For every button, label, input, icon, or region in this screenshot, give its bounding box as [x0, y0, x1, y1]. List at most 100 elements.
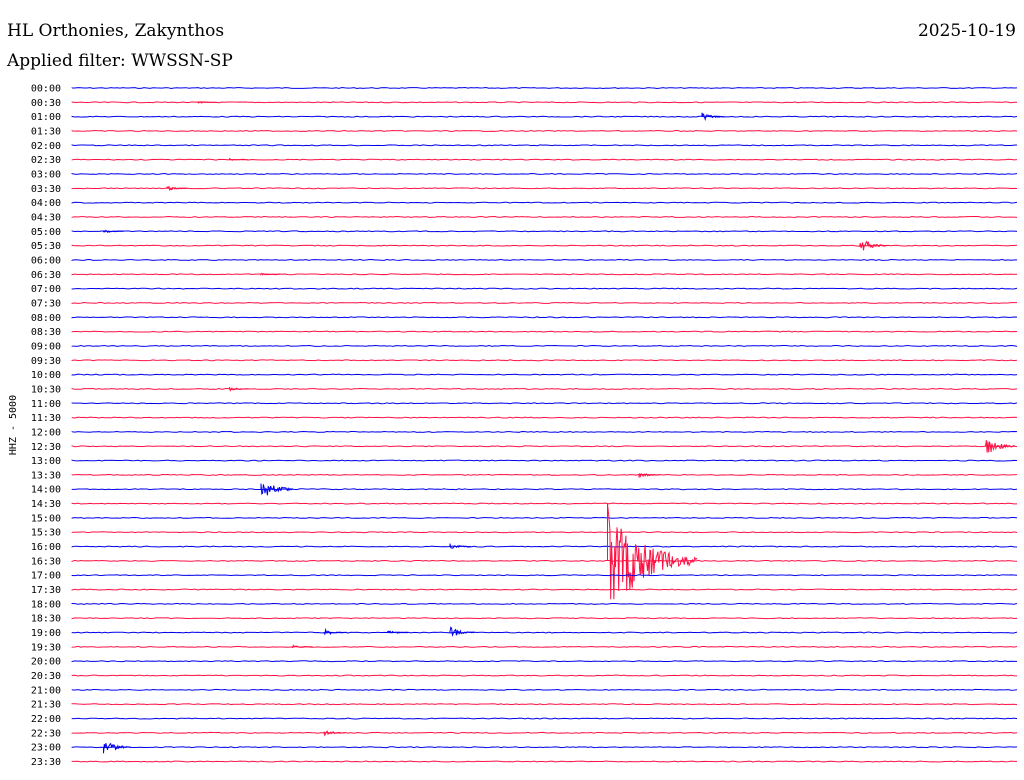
trace-line [71, 259, 1018, 261]
trace-line [71, 216, 1018, 218]
trace-line [71, 201, 1018, 204]
row-time-label: 04:30 [31, 212, 61, 223]
trace-line [71, 373, 1018, 376]
row-time-label: 21:30 [31, 700, 61, 711]
row-time-label: 20:30 [31, 671, 61, 682]
row-time-label: 22:30 [31, 728, 61, 739]
row-time-label: 23:00 [31, 743, 61, 754]
trace-line [71, 416, 1018, 419]
trace-line [71, 488, 1018, 491]
row-time-label: 11:00 [31, 399, 61, 410]
trace-line [71, 273, 1018, 276]
row-time-label: 17:30 [31, 585, 61, 596]
seismic-event [292, 644, 313, 649]
date-label: 2025-10-19 [917, 21, 1016, 41]
row-time-label: 12:30 [31, 442, 61, 453]
row-time-label: 00:30 [31, 98, 61, 109]
trace-line [71, 602, 1018, 605]
trace-line [71, 187, 1018, 190]
trace-line [71, 588, 1018, 591]
trace-line [71, 330, 1018, 333]
row-time-label: 06:30 [31, 270, 61, 281]
seismic-event [197, 101, 217, 104]
trace-line [71, 674, 1018, 677]
row-time-label: 18:00 [31, 599, 61, 610]
seismic-event [103, 229, 124, 234]
trace-line [71, 502, 1018, 505]
row-time-label: 09:30 [31, 356, 61, 367]
trace-line [71, 760, 1018, 763]
trace-line [71, 430, 1018, 433]
trace-line [71, 115, 1018, 118]
trace-line [71, 316, 1018, 319]
trace-line [71, 287, 1018, 290]
row-time-label: 02:30 [31, 155, 61, 166]
trace-line [71, 130, 1018, 132]
row-time-label: 21:00 [31, 685, 61, 696]
seismic-event [166, 185, 188, 192]
row-time-label: 16:30 [31, 556, 61, 567]
row-time-label: 18:30 [31, 614, 61, 625]
row-time-label: 01:00 [31, 112, 61, 123]
seismic-event [386, 630, 408, 634]
row-time-label: 09:00 [31, 341, 61, 352]
row-time-label: 05:30 [31, 241, 61, 252]
filter-label: Applied filter: WWSSN-SP [7, 51, 233, 71]
row-time-label: 14:00 [31, 485, 61, 496]
seismic-event [607, 503, 698, 600]
row-time-label: 10:30 [31, 384, 61, 395]
seismic-event [449, 543, 471, 549]
row-time-label: 16:00 [31, 542, 61, 553]
row-time-label: 14:30 [31, 499, 61, 510]
row-time-label: 17:00 [31, 571, 61, 582]
trace-line [71, 617, 1018, 620]
row-time-label: 08:30 [31, 327, 61, 338]
row-time-label: 19:30 [31, 642, 61, 653]
trace-line [71, 731, 1018, 734]
seismic-event [985, 439, 1016, 453]
trace-line [71, 545, 1018, 548]
trace-line [71, 559, 1018, 562]
row-time-label: 05:00 [31, 227, 61, 238]
trace-line [71, 402, 1018, 405]
trace-line [71, 688, 1018, 691]
row-time-label: 06:00 [31, 255, 61, 266]
trace-line [71, 459, 1018, 462]
seismic-event [229, 158, 248, 161]
row-time-label: 13:30 [31, 470, 61, 481]
trace-line [71, 144, 1018, 147]
trace-line [71, 703, 1018, 706]
seismic-event [638, 473, 660, 478]
trace-line [71, 717, 1018, 720]
trace-line [71, 173, 1018, 175]
station-title: HL Orthonies, Zakynthos [7, 21, 225, 41]
row-time-label: 03:30 [31, 184, 61, 195]
row-time-label: 15:00 [31, 513, 61, 524]
seismic-event [103, 742, 131, 754]
trace-rows: 00:00 00:30 01:00 01:30 02:00 02:30 03:00 03:30… [31, 84, 1018, 768]
row-time-label: 01:30 [31, 126, 61, 137]
row-time-label: 19:00 [31, 628, 61, 639]
row-time-label: 07:00 [31, 284, 61, 295]
trace-line [71, 344, 1018, 347]
row-time-label: 02:00 [31, 141, 61, 152]
row-time-label: 10:00 [31, 370, 61, 381]
seismic-event [449, 626, 475, 638]
row-time-label: 15:30 [31, 528, 61, 539]
trace-line [71, 387, 1018, 390]
trace-line [71, 230, 1018, 233]
row-time-label: 23:30 [31, 757, 61, 768]
trace-line [71, 445, 1018, 448]
seismic-event [701, 112, 725, 122]
row-time-label: 11:30 [31, 413, 61, 424]
trace-line [71, 645, 1018, 648]
row-time-label: 00:00 [31, 84, 61, 95]
trace-line [71, 660, 1018, 663]
trace-line [71, 158, 1018, 161]
trace-line [71, 301, 1018, 304]
trace-line [71, 101, 1018, 104]
row-time-label: 08:00 [31, 313, 61, 324]
trace-line [71, 531, 1018, 534]
seismic-event [229, 386, 250, 392]
